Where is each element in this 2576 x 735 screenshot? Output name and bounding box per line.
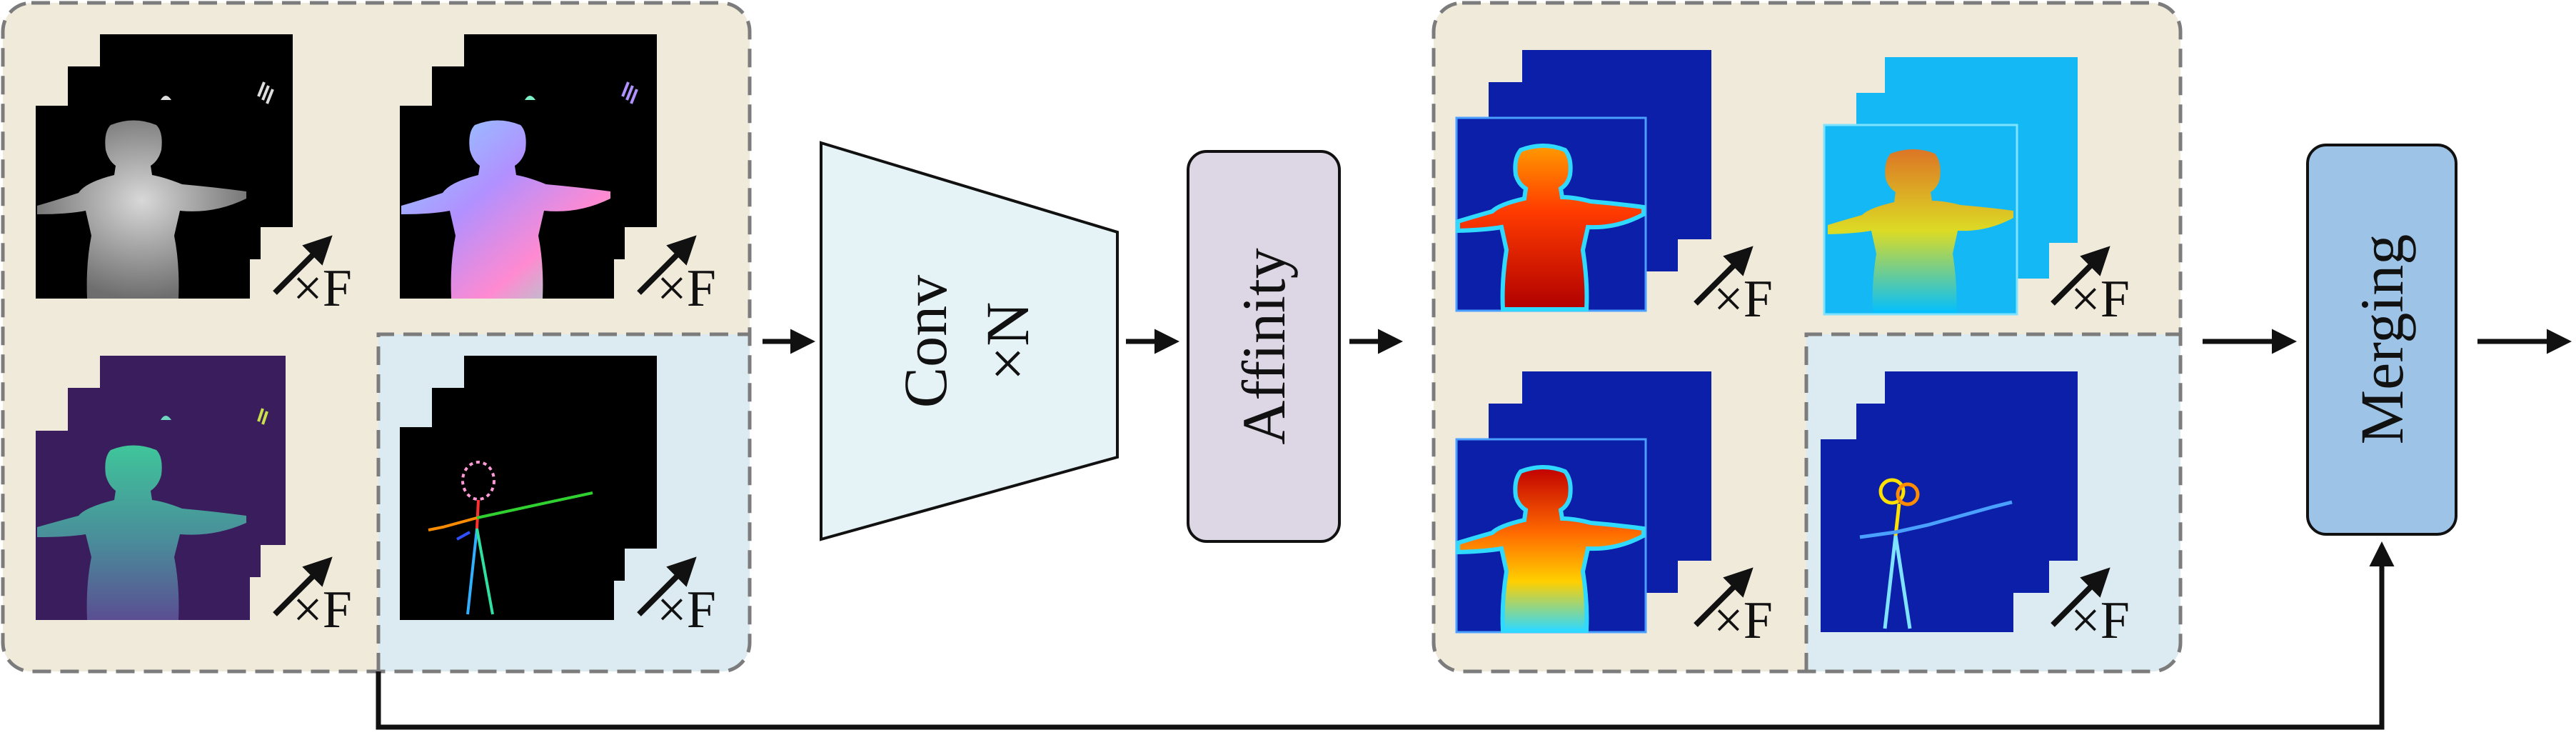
stack-label-segmentation: ×F [293,581,352,639]
affinity-box [1187,150,1341,543]
stack-arrow-keypoint [637,556,697,616]
stack-label-keypoint: ×F [657,581,716,639]
keypoint-map-stack [400,356,657,620]
stack-arrow-heatmap-c [1694,567,1754,627]
normal-map-stack [400,34,657,299]
heatmap-b-silhouette [1828,149,2013,313]
heatmap-stack-d [1821,371,2078,632]
stack-arrow-heatmap-d [2051,567,2110,627]
affinity-highlight-border [1804,332,2180,671]
stack-label-heatmap-b: ×F [2071,270,2130,329]
conv-label: Conv [891,275,960,408]
affinity-maps-group: ×F ×F ×F [1432,1,2183,674]
segmentation-body-silhouette [37,445,246,620]
stack-arrow-depth [273,235,333,295]
heatmap-c-silhouette [1456,465,1646,633]
segmentation-map-stack [36,356,286,620]
normal-body-silhouette [401,120,610,299]
merging-block: Merging [2306,144,2457,536]
heatmap-stack-b [1823,57,2078,316]
conv-trapezoid [820,141,1119,541]
heatmap-stack-a [1455,50,1711,312]
merging-label: Merging [2348,234,2416,445]
stack-label-normal: ×F [657,259,716,318]
stack-label-depth: ×F [293,259,352,318]
stack-arrow-heatmap-b [2051,246,2110,306]
heatmap-stack-c [1455,371,1711,634]
keypoint-skeleton [428,461,593,615]
conv-repeat-label: ×N [973,302,1042,381]
heatmap-d-skeleton [1859,478,2013,629]
stack-arrow-heatmap-a [1694,246,1754,306]
stack-label-heatmap-c: ×F [1714,591,1773,650]
stack-label-heatmap-a: ×F [1714,270,1773,329]
stack-arrow-segmentation [273,556,333,616]
input-maps-group: ×F ×F ×F [1,1,752,674]
stack-arrow-normal [637,235,697,295]
depth-body-silhouette [37,120,246,299]
keypoint-highlight-border [376,332,750,671]
affinity-label: Affinity [1229,248,1298,445]
affinity-block: Affinity [1187,150,1341,543]
skip-connection-arrow [376,541,2395,730]
conv-block: Conv ×N [820,141,1119,541]
merging-box [2306,144,2457,536]
heatmap-a-silhouette [1456,144,1646,311]
stack-label-heatmap-d: ×F [2071,591,2130,650]
depth-map-stack [36,34,293,299]
